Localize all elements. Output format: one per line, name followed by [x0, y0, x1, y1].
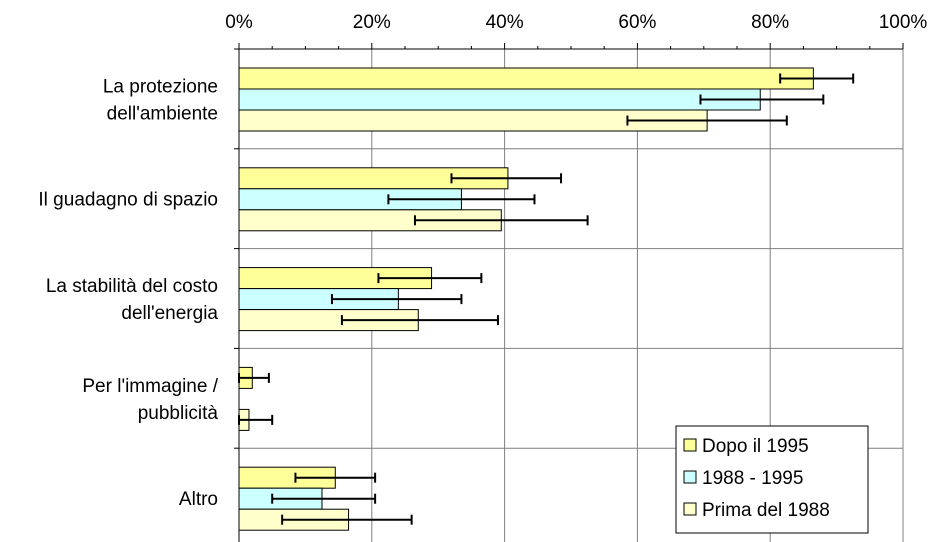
legend-label: Dopo il 1995 — [702, 436, 809, 457]
x-tick-labels: 0% 20% 40% 60% 80% 100% — [225, 12, 927, 33]
bar — [238, 88, 761, 111]
legend-swatch — [683, 438, 697, 452]
legend-label: Prima del 1988 — [702, 500, 830, 521]
x-tick-label: 80% — [751, 12, 789, 33]
x-tick-label: 60% — [618, 12, 656, 33]
x-tick-label: 100% — [879, 12, 928, 33]
category-label: dell'ambiente — [107, 103, 218, 124]
category-label: pubblicità — [138, 403, 219, 424]
category-label: Per l'immagine / — [82, 376, 218, 397]
x-tick-label: 40% — [486, 12, 524, 33]
error-bars — [238, 73, 855, 525]
legend-label: 1988 - 1995 — [702, 468, 803, 489]
category-label: Altro — [179, 489, 218, 510]
legend: Dopo il 1995 1988 - 1995 Prima del 1988 — [675, 425, 869, 534]
category-labels: La protezione dell'ambiente Il guadagno di… — [38, 76, 218, 510]
category-label: dell'energia — [121, 303, 218, 324]
axes — [234, 43, 904, 542]
legend-box — [675, 425, 869, 534]
category-label: Il guadagno di spazio — [38, 190, 218, 211]
x-tick-label: 0% — [225, 12, 253, 33]
x-tick-label: 20% — [353, 12, 391, 33]
category-label: La stabilità del costo — [46, 276, 218, 297]
legend-swatch — [683, 470, 697, 484]
bar — [238, 67, 814, 90]
category-label: La protezione — [103, 76, 218, 97]
bars — [238, 67, 814, 531]
legend-swatch — [683, 502, 697, 516]
